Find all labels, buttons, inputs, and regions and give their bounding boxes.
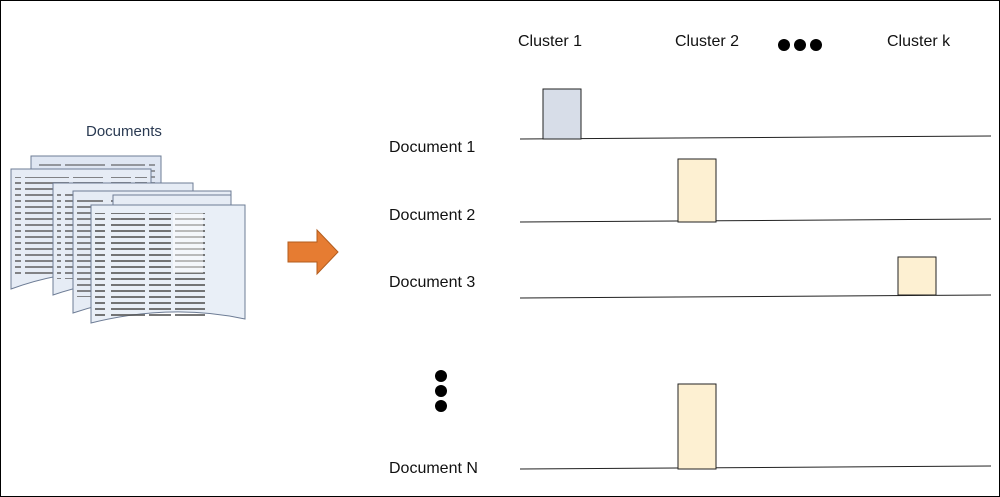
cluster-k-label: Cluster k: [887, 33, 951, 50]
document-stack-icon: [10, 155, 246, 324]
document-3-label: Document 3: [389, 274, 476, 291]
cluster-bar-document-3: [897, 256, 937, 296]
cluster-bar-document-2: [677, 158, 717, 223]
document-baseline: [519, 465, 992, 470]
ellipsis-dots-horizontal-icon: [778, 39, 822, 51]
document-baseline: [519, 135, 992, 140]
cluster-bar-document-1: [542, 88, 582, 140]
ellipsis-dots-vertical-icon: [435, 370, 447, 412]
cluster-1-label: Cluster 1: [518, 33, 583, 50]
document-n-label: Document N: [389, 460, 478, 477]
document-sheet-front: [90, 204, 246, 324]
document-2-label: Document 2: [389, 207, 476, 224]
cluster-bar-document-n: [677, 383, 717, 470]
cluster-2-label: Cluster 2: [675, 33, 740, 50]
document-baseline: [519, 218, 992, 223]
documents-label: Documents: [86, 123, 162, 140]
document-1-label: Document 1: [389, 139, 476, 156]
right-arrow-icon: [287, 228, 339, 276]
